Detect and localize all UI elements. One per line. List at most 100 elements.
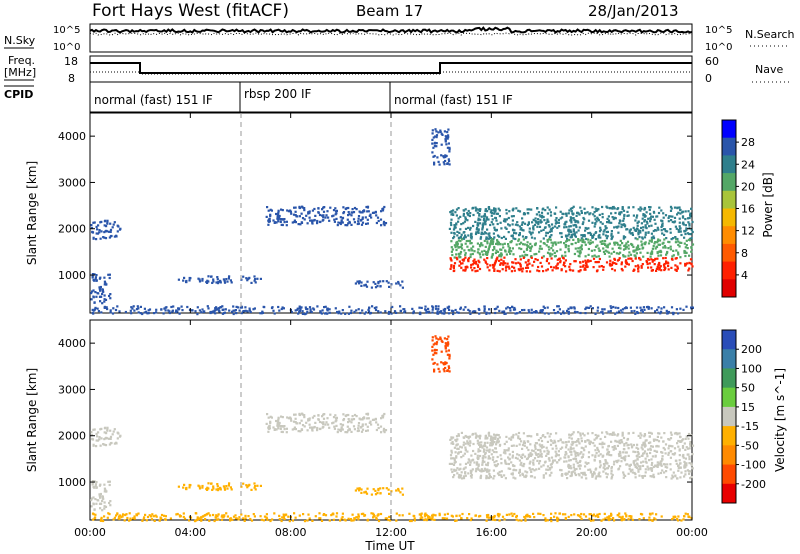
- data-point: [464, 471, 467, 474]
- data-point: [677, 230, 680, 233]
- data-point: [612, 205, 615, 209]
- data-point: [649, 467, 652, 470]
- data-point: [501, 262, 504, 265]
- data-point: [94, 291, 97, 294]
- data-point: [546, 449, 549, 452]
- data-point: [689, 441, 692, 444]
- data-point: [606, 235, 609, 238]
- data-point: [490, 239, 493, 242]
- colorbar-segment: [722, 243, 736, 263]
- data-point: [641, 454, 644, 457]
- data-point: [467, 239, 470, 243]
- data-point: [486, 252, 489, 256]
- data-point: [393, 310, 397, 313]
- data-point: [435, 130, 438, 133]
- data-point: [118, 435, 122, 438]
- y-tick-label: 1000: [58, 269, 86, 282]
- data-point: [575, 214, 578, 217]
- data-point: [311, 519, 314, 522]
- data-point: [372, 281, 375, 284]
- data-point: [109, 500, 112, 503]
- data-point: [524, 517, 527, 520]
- data-point: [355, 415, 358, 418]
- data-point: [347, 206, 350, 210]
- data-point: [217, 309, 221, 312]
- data-point: [529, 468, 532, 471]
- data-point: [648, 262, 651, 265]
- data-point: [534, 220, 537, 223]
- data-point: [521, 270, 524, 273]
- data-point: [267, 209, 270, 212]
- data-point: [494, 434, 497, 437]
- data-point: [634, 265, 637, 268]
- data-point: [470, 242, 473, 245]
- data-point: [569, 236, 572, 239]
- data-point: [664, 465, 667, 469]
- data-point: [619, 247, 622, 250]
- data-point: [113, 221, 116, 224]
- data-point: [572, 431, 575, 434]
- data-point: [594, 245, 598, 248]
- data-point: [106, 219, 109, 222]
- data-point: [607, 465, 610, 468]
- data-point: [357, 513, 360, 516]
- data-point: [317, 207, 320, 210]
- data-point: [323, 513, 326, 516]
- data-point: [182, 512, 185, 515]
- data-point: [220, 518, 224, 521]
- data-point: [593, 472, 596, 475]
- data-point: [567, 470, 570, 473]
- data-point: [454, 451, 457, 454]
- data-point: [496, 441, 499, 444]
- data-point: [616, 444, 619, 447]
- data-point: [570, 242, 573, 246]
- data-point: [597, 255, 600, 258]
- data-point: [109, 222, 112, 225]
- data-point: [607, 515, 610, 519]
- data-point: [571, 212, 574, 215]
- data-point: [327, 423, 330, 426]
- data-point: [604, 435, 607, 438]
- data-point: [501, 243, 504, 246]
- data-point: [651, 445, 654, 448]
- data-point: [326, 417, 329, 420]
- data-point: [460, 456, 463, 459]
- data-point: [216, 278, 219, 281]
- data-point: [444, 139, 447, 142]
- data-point: [103, 507, 106, 510]
- data-point: [667, 220, 670, 223]
- data-point: [247, 277, 250, 280]
- data-point: [547, 220, 550, 223]
- data-point: [300, 221, 303, 224]
- data-point: [268, 217, 271, 220]
- data-point: [463, 258, 466, 261]
- data-point: [592, 519, 595, 522]
- data-point: [531, 453, 534, 456]
- data-point: [217, 513, 220, 516]
- data-point: [574, 219, 577, 222]
- data-point: [503, 219, 506, 222]
- data-point: [546, 240, 549, 243]
- data-point: [613, 243, 616, 246]
- data-point: [584, 229, 587, 232]
- data-point: [509, 467, 512, 470]
- data-point: [446, 369, 449, 372]
- data-point: [601, 212, 604, 216]
- data-point: [627, 518, 630, 521]
- data-point: [505, 227, 508, 230]
- data-point: [319, 310, 322, 313]
- data-point: [519, 255, 522, 258]
- data-point: [667, 247, 670, 250]
- data-point: [431, 305, 434, 308]
- data-point: [478, 443, 481, 446]
- data-point: [683, 242, 686, 245]
- data-point: [514, 262, 518, 265]
- data-point: [582, 216, 585, 220]
- data-point: [474, 452, 477, 455]
- data-point: [499, 253, 502, 256]
- data-point: [624, 265, 627, 268]
- data-point: [103, 300, 106, 303]
- data-point: [486, 257, 489, 260]
- data-point: [604, 472, 608, 475]
- data-point: [616, 241, 619, 244]
